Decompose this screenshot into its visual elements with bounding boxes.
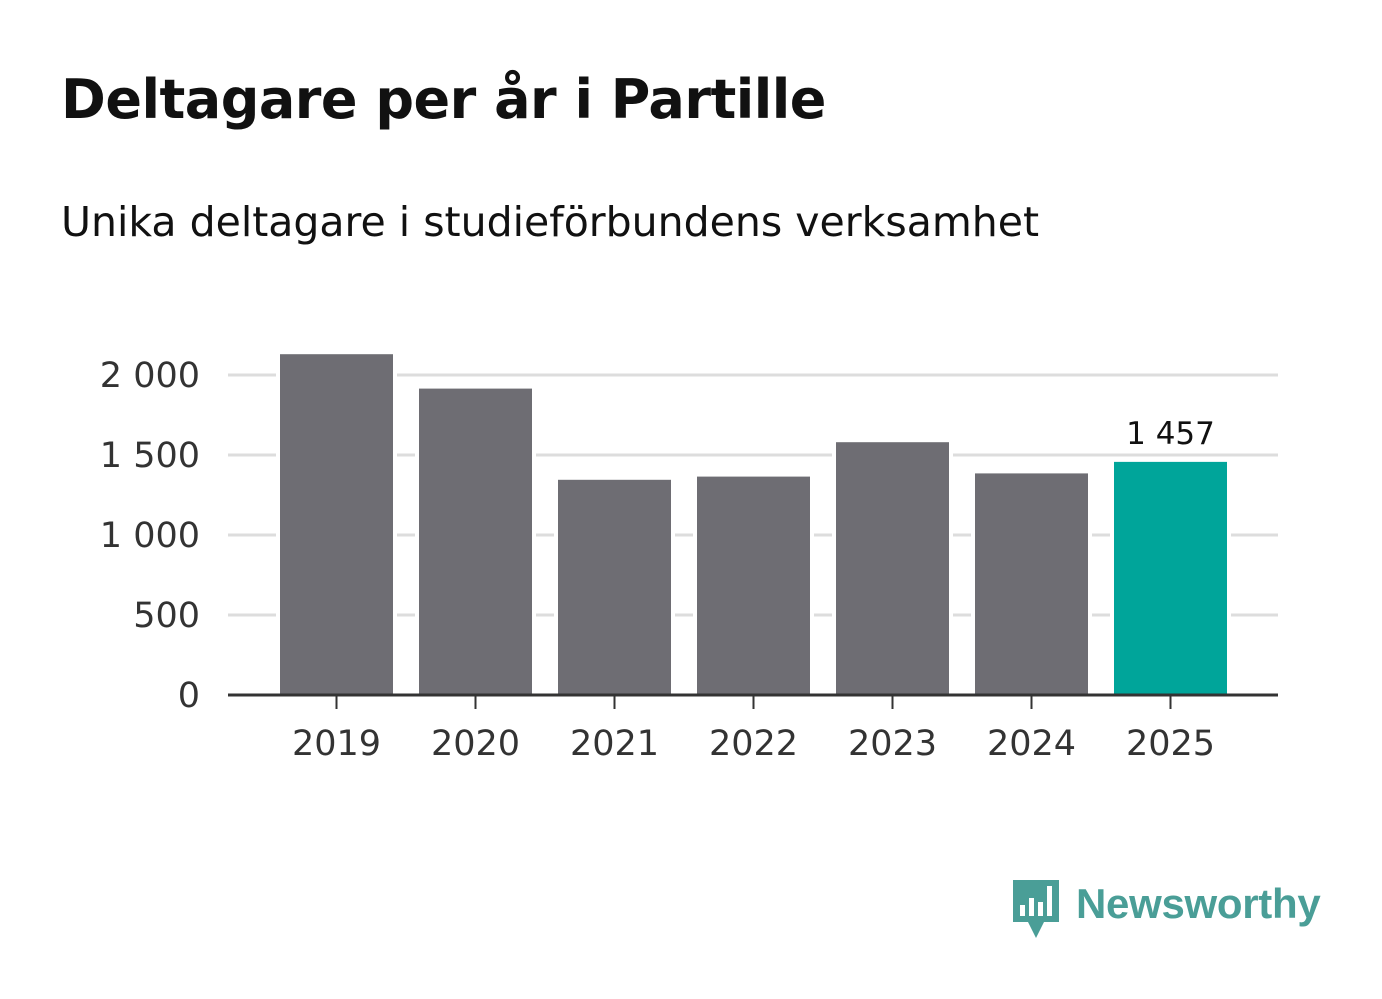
chart-subtitle: Unika deltagare i studieförbundens verks… (61, 198, 1040, 246)
x-axis (228, 693, 1278, 709)
logo-text: Newsworthy (1076, 880, 1321, 927)
bar-2025 (1114, 461, 1227, 695)
x-tick-label: 2021 (570, 724, 659, 764)
y-tick-label: 2 000 (100, 356, 200, 396)
bar-2019 (280, 354, 393, 695)
x-tick-label: 2020 (431, 724, 520, 764)
bar-2024 (975, 473, 1088, 695)
x-tick-label: 2023 (848, 724, 937, 764)
chart-title: Deltagare per år i Partille (61, 68, 826, 131)
x-tick-label: 2019 (292, 724, 381, 764)
y-tick-label: 1 500 (100, 436, 200, 476)
newsworthy-logo: Newsworthy (1010, 878, 1321, 940)
bar-2021 (558, 479, 671, 695)
bar-2020 (419, 388, 532, 695)
newsworthy-chart-bubble-icon (1013, 880, 1059, 938)
x-tick-label: 2022 (709, 724, 798, 764)
labels: 0 500 1 000 1 500 2 000 2019 2020 2021 2022 2023 2… (100, 356, 1215, 764)
y-tick-label: 500 (133, 596, 200, 636)
bar-2022 (697, 476, 810, 695)
y-tick-label: 0 (178, 676, 200, 716)
y-tick-label: 1 000 (100, 516, 200, 556)
x-tick-label: 2024 (987, 724, 1076, 764)
data-label-2025: 1 457 (1126, 416, 1215, 452)
bars (276, 354, 1231, 695)
bar-2023 (836, 442, 949, 695)
x-tick-label: 2025 (1126, 724, 1215, 764)
